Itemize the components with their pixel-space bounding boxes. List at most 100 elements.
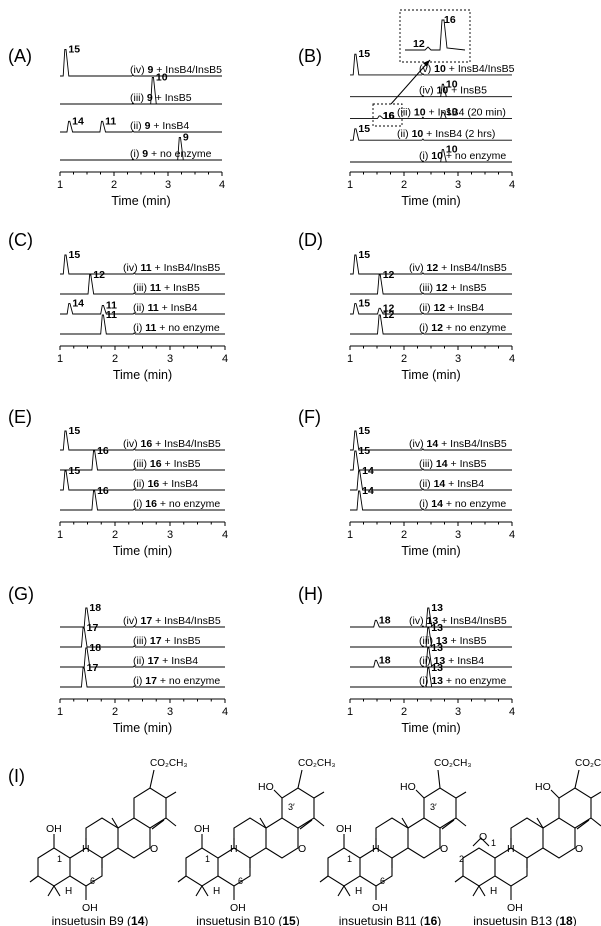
epoxide-bond (472, 837, 490, 847)
bond (375, 817, 409, 859)
x-tick-label: 1 (57, 529, 63, 541)
trace-label: (iii) 13 + InsB5 (419, 635, 487, 647)
chromatogram-panel: (H) 18 13 13 18 13 13 1 2 3 4 Time (min) (298, 584, 515, 735)
trace-label: (i) 9 + no enzyme (130, 148, 212, 160)
hydroxyl-label: HO (535, 781, 551, 793)
bond (185, 847, 219, 887)
bond (478, 885, 486, 897)
bond (423, 787, 457, 829)
peak-label: 14 (362, 485, 374, 497)
bond (233, 817, 267, 859)
x-axis-title: Time (min) (113, 544, 172, 558)
peak-label: 10 (446, 106, 458, 118)
trace-label: (iv) 12 + InsB4/InsB5 (409, 262, 507, 274)
bond (454, 875, 464, 883)
panel-tag: (F) (298, 407, 321, 427)
panel-tag: (E) (8, 407, 32, 427)
trace-label: (i) 16 + no enzyme (133, 498, 220, 510)
peak-label: 11 (106, 299, 117, 311)
trace-line (60, 303, 225, 315)
trace-line (350, 314, 512, 335)
bond (273, 789, 283, 799)
x-tick-label: 1 (57, 706, 63, 718)
trace-line (350, 303, 512, 315)
zoom-arrowhead (423, 60, 430, 67)
hydroxyl-label: HO (258, 781, 274, 793)
trace-label: (ii) 12 + InsB4 (419, 302, 484, 314)
trace-line (350, 627, 512, 648)
peak-label: 13 (431, 642, 443, 654)
bond (590, 791, 601, 799)
chromatogram-panel: (E) 15 16 15 16 1 2 3 4 Time (min) (8, 407, 228, 558)
bond (455, 791, 467, 799)
peak-label: 10 (446, 78, 458, 90)
bond (201, 885, 209, 897)
x-axis-title: Time (min) (401, 368, 460, 382)
peak-label: 15 (68, 43, 80, 55)
peak-label: 15 (358, 123, 370, 135)
peak-label: 15 (69, 465, 81, 477)
bond (177, 875, 187, 883)
hydroxyl-label: OH (336, 823, 352, 835)
ester-label: CO₂CH₃ (150, 758, 187, 769)
trace-line (350, 111, 512, 119)
position-label: 1 (491, 838, 496, 848)
trace-line (60, 450, 225, 471)
trace-label: (ii) 9 + InsB4 (130, 120, 189, 132)
x-tick-label: 4 (219, 179, 225, 191)
x-tick-label: 1 (347, 353, 353, 365)
bond (407, 817, 441, 859)
bond (117, 817, 151, 859)
peak-label: 18 (379, 614, 391, 626)
trace-line (60, 430, 225, 451)
peak-label: 15 (69, 249, 81, 261)
peak-label: 14 (72, 115, 84, 127)
peak-label: 10 (446, 144, 458, 156)
chromatogram-panel: (F) 15 15 14 14 1 2 3 4 Time (min) (298, 407, 515, 558)
peak-label: 15 (358, 425, 370, 437)
position-label: 6 (380, 876, 385, 886)
inset-peak-label: 12 (413, 38, 425, 50)
inset-box (399, 9, 471, 63)
position-label: 6 (238, 876, 243, 886)
panel-tag: (G) (8, 584, 34, 604)
bond (415, 789, 425, 799)
compound-caption: insuetusin B11 (16) (339, 914, 442, 926)
bond (574, 769, 580, 789)
trace-line (350, 254, 512, 275)
trace-label: (ii) 14 + InsB4 (419, 478, 484, 490)
bond (462, 847, 496, 887)
hydrogen-label: H (355, 886, 362, 897)
trace-label: (i) 13 + no enzyme (419, 675, 506, 687)
panel-tag: (A) (8, 46, 32, 66)
x-tick-label: 1 (347, 706, 353, 718)
trace-line (350, 607, 512, 628)
peak-label: 17 (87, 622, 99, 634)
trace-label: (iv) 14 + InsB4/InsB5 (409, 438, 507, 450)
oxygen-label: O (298, 843, 306, 855)
trace-line (60, 120, 222, 133)
bond (550, 789, 560, 799)
peak-label: 16 (383, 110, 395, 122)
x-tick-label: 3 (455, 179, 461, 191)
structure-drawing: CO₂CH₃OHHO21OHHOinsuetusin B13 (18) (454, 758, 601, 926)
inset-trace (405, 19, 466, 51)
trace-line (60, 490, 225, 511)
x-tick-label: 2 (401, 529, 407, 541)
bond (297, 769, 303, 789)
trace-label: (iii) 9 + InsB5 (130, 92, 192, 104)
position-label: 3′ (288, 802, 295, 812)
bond (53, 885, 61, 897)
bond (37, 847, 71, 887)
bond (510, 817, 544, 859)
peak-label: 15 (358, 298, 370, 310)
trace-label: (iii) 11 + InsB5 (133, 282, 200, 294)
trace-line (60, 136, 222, 161)
x-tick-label: 3 (455, 529, 461, 541)
trace-line (60, 647, 225, 668)
hydroxyl-label: OH (507, 902, 523, 914)
trace-line (350, 53, 512, 76)
x-tick-label: 4 (222, 353, 228, 365)
panel-tag: (D) (298, 230, 323, 250)
